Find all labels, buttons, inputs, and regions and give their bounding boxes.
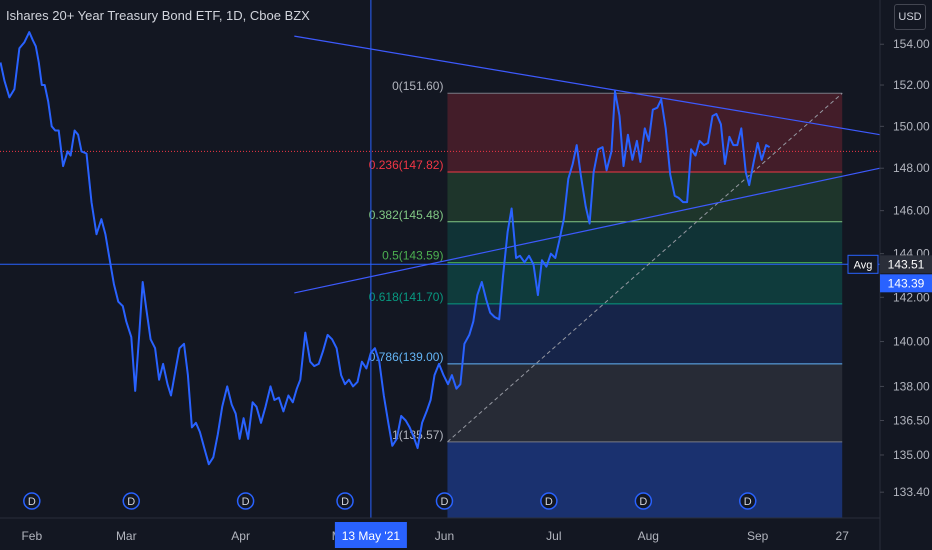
fib-level-label: 0(151.60)	[392, 79, 443, 93]
x-tick-label: Mar	[116, 529, 137, 543]
crosshair-price-bg	[880, 274, 932, 293]
fib-level-label: 0.382(145.48)	[369, 208, 444, 222]
dividend-marker[interactable]: D	[540, 492, 558, 510]
crosshair-date-label: 13 May '21	[342, 529, 401, 543]
fib-trend-diagonal	[447, 92, 843, 443]
dividend-marker[interactable]: D	[23, 492, 41, 510]
dividend-marker[interactable]: D	[122, 492, 141, 510]
dividend-marker[interactable]: D	[336, 492, 354, 510]
dividend-marker-label: D	[545, 496, 553, 508]
x-tick-label: 27	[836, 529, 850, 543]
fib-level-label: 0.236(147.82)	[369, 158, 444, 172]
dividend-marker[interactable]: D	[739, 492, 757, 510]
dividend-marker-circle	[336, 492, 354, 510]
y-tick-label: 152.00	[893, 78, 930, 92]
y-tick-label: 136.50	[893, 414, 930, 428]
dividend-marker-label: D	[341, 496, 349, 508]
dividend-marker-label: D	[127, 496, 135, 508]
x-tick-label: Jun	[435, 529, 454, 543]
dividend-marker-label: D	[639, 496, 647, 508]
y-tick-label: 140.00	[893, 335, 930, 349]
y-tick-label: 148.00	[893, 161, 930, 175]
dividend-marker-label: D	[744, 496, 752, 508]
dividend-marker[interactable]: D	[634, 492, 653, 510]
trend-line	[294, 167, 881, 294]
crosshair-date-badge: 13 May '21	[334, 522, 407, 548]
avg-value-bg	[880, 255, 932, 274]
y-tick-label: 154.00	[893, 37, 930, 51]
avg-price-badge: Avg 143.51	[847, 254, 932, 274]
fib-zone	[447, 363, 843, 442]
dividend-marker-circle	[236, 492, 255, 510]
fib-zone	[447, 303, 843, 364]
avg-value-label: 143.51	[888, 257, 925, 271]
x-tick-label: Apr	[231, 529, 250, 543]
fib-level-label: 1(135.57)	[392, 428, 443, 442]
y-tick-label: 150.00	[893, 119, 930, 133]
dividend-marker-circle	[23, 492, 41, 510]
trend-line	[294, 35, 881, 136]
y-tick-label: 133.40	[893, 485, 930, 499]
dividend-marker-circle	[634, 492, 653, 510]
dividend-marker-circle	[540, 492, 558, 510]
dividend-marker-label: D	[242, 496, 250, 508]
y-tick-label: 142.00	[893, 290, 930, 304]
crosshair-price-badge: 143.39	[880, 274, 932, 293]
dividend-marker-circle	[435, 492, 454, 510]
dividend-marker-label: D	[28, 496, 36, 508]
dividend-marker[interactable]: D	[236, 492, 255, 510]
price-series-line	[0, 31, 771, 466]
dividend-marker-label: D	[440, 496, 448, 508]
fib-zone	[447, 172, 843, 222]
y-tick-label: 135.00	[893, 448, 930, 462]
fib-level-label: 0.5(143.59)	[382, 249, 443, 263]
x-tick-label: Jul	[546, 529, 561, 543]
avg-badge-tag	[847, 254, 879, 274]
crosshair-price-label: 143.39	[888, 276, 925, 290]
x-tick-label: Aug	[638, 529, 659, 543]
fib-zone	[447, 262, 843, 304]
avg-badge-text: Avg	[854, 259, 873, 271]
x-tick-label: Sep	[747, 529, 769, 543]
crosshair-date-bg	[334, 522, 407, 548]
dividend-marker-circle	[122, 492, 141, 510]
fib-level-label: 0.618(141.70)	[369, 290, 444, 304]
y-tick-label: 138.00	[893, 379, 930, 393]
x-tick-label: Feb	[21, 529, 42, 543]
y-tick-label: 146.00	[893, 204, 930, 218]
dividend-marker-circle	[739, 492, 757, 510]
dividend-marker[interactable]: D	[435, 492, 454, 510]
currency-button[interactable]: USD	[894, 4, 926, 30]
fib-level-label: 0.786(139.00)	[369, 350, 444, 364]
chart-title: Ishares 20+ Year Treasury Bond ETF, 1D, …	[6, 8, 310, 23]
